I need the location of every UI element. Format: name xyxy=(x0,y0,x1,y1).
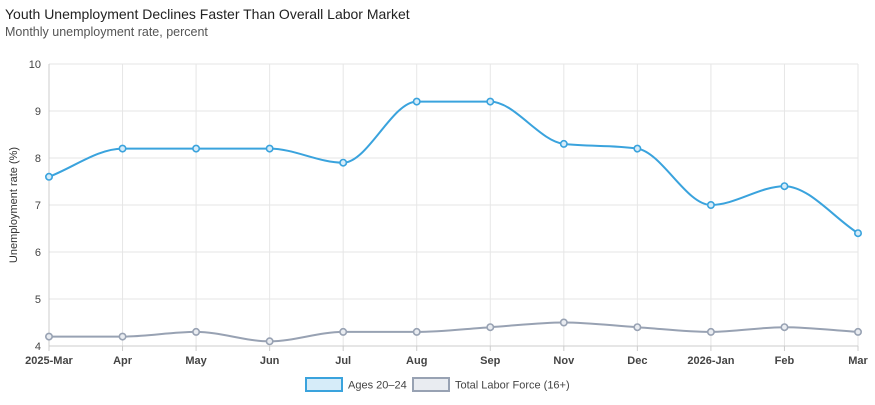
data-point[interactable] xyxy=(265,337,274,346)
x-tick-label: Jul xyxy=(335,355,351,367)
data-point[interactable] xyxy=(192,144,201,153)
x-tick-label: 2025-Mar xyxy=(25,355,73,367)
x-tick-label: Nov xyxy=(553,355,575,367)
data-point[interactable] xyxy=(780,323,789,332)
data-point[interactable] xyxy=(633,323,642,332)
data-point[interactable] xyxy=(559,139,568,148)
data-point[interactable] xyxy=(559,318,568,327)
legend-label: Total Labor Force (16+) xyxy=(455,380,570,392)
y-tick-label: 9 xyxy=(35,106,41,118)
chart-subtitle: Monthly unemployment rate, percent xyxy=(5,25,208,39)
x-tick-label: Dec xyxy=(627,355,647,367)
data-point[interactable] xyxy=(265,144,274,153)
y-tick-label: 6 xyxy=(35,247,41,259)
data-point[interactable] xyxy=(706,201,715,210)
x-tick-label: Feb xyxy=(775,355,795,367)
data-point[interactable] xyxy=(706,327,715,336)
data-point[interactable] xyxy=(192,327,201,336)
series-0 xyxy=(44,97,862,238)
data-point[interactable] xyxy=(118,332,127,341)
legend: Ages 20–24 Total Labor Force (16+) xyxy=(305,377,570,392)
data-point[interactable] xyxy=(486,323,495,332)
y-tick-label: 7 xyxy=(35,200,41,212)
y-tick-label: 4 xyxy=(35,341,41,353)
legend-swatch xyxy=(412,377,450,392)
axes: 4 5 6 7 8 9 10 2025-Mar Apr May Jun Jul Aug Sep Nov Dec… xyxy=(25,59,868,367)
x-tick-label: Sep xyxy=(480,355,500,367)
legend-item[interactable]: Ages 20–24 xyxy=(305,377,407,392)
y-tick-label: 10 xyxy=(29,59,41,71)
series-line xyxy=(49,321,859,343)
data-point[interactable] xyxy=(118,144,127,153)
y-axis-label: Unemployment rate (%) xyxy=(8,147,20,263)
x-tick-label: Jun xyxy=(260,355,280,367)
y-tick-label: 5 xyxy=(35,294,41,306)
series xyxy=(44,97,862,346)
legend-item[interactable]: Total Labor Force (16+) xyxy=(412,377,570,392)
data-point[interactable] xyxy=(412,97,421,106)
y-tick-label: 8 xyxy=(35,153,41,165)
data-point[interactable] xyxy=(633,144,642,153)
grid xyxy=(48,63,859,347)
data-point[interactable] xyxy=(44,172,53,181)
data-point[interactable] xyxy=(339,158,348,167)
data-point[interactable] xyxy=(853,327,862,336)
series-line xyxy=(48,100,859,235)
x-tick-label: Mar xyxy=(848,355,868,367)
x-tick-label: Aug xyxy=(406,355,427,367)
data-point[interactable] xyxy=(780,182,789,191)
legend-label: Ages 20–24 xyxy=(348,380,407,392)
x-tick-label: Apr xyxy=(113,355,133,367)
data-point[interactable] xyxy=(339,327,348,336)
x-tick-label: 2026-Jan xyxy=(687,355,734,367)
data-point[interactable] xyxy=(853,229,862,238)
data-point[interactable] xyxy=(486,97,495,106)
x-tick-label: May xyxy=(185,355,207,367)
data-point[interactable] xyxy=(412,327,421,336)
series-1 xyxy=(44,318,862,346)
legend-swatch xyxy=(305,377,343,392)
data-point[interactable] xyxy=(44,332,53,341)
chart-title: Youth Unemployment Declines Faster Than … xyxy=(5,6,410,22)
